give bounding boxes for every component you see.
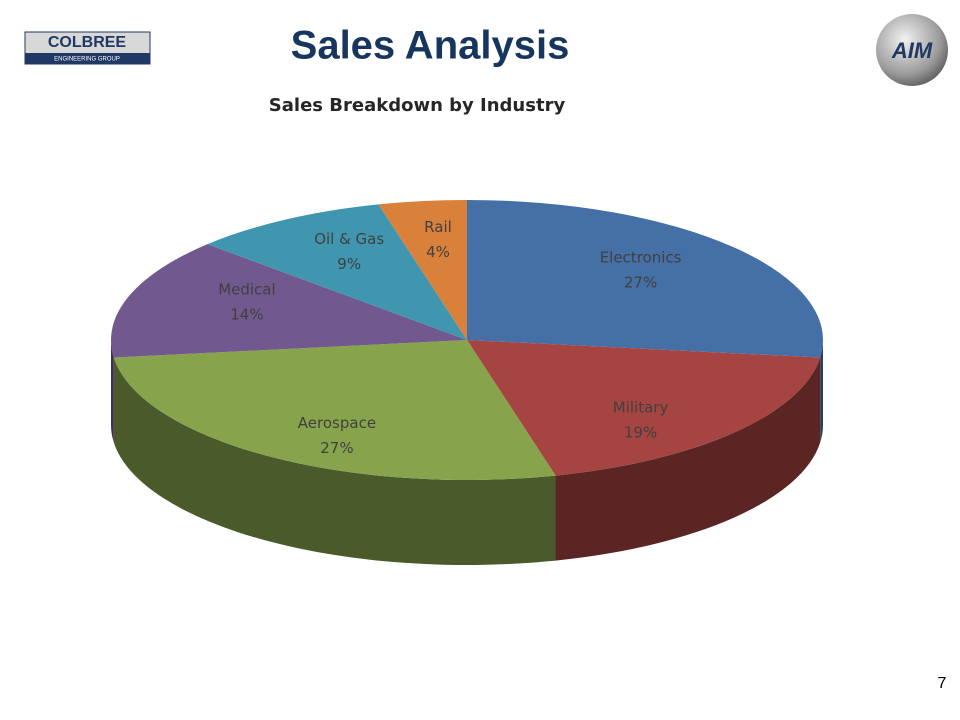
- slice-label: Rail: [424, 218, 452, 236]
- slice: [207, 204, 467, 340]
- slice-label: Electronics: [600, 248, 682, 266]
- slice-side: [113, 357, 556, 565]
- slice-label: Aerospace: [298, 414, 376, 432]
- pie-chart: Electronics 27% Military 19% Aerospace 27% Med…: [110, 200, 823, 565]
- slice-label: Oil & Gas: [314, 230, 384, 248]
- slide-title: Sales Analysis: [291, 24, 570, 68]
- logo-text: COLBREE: [48, 34, 127, 51]
- slice-side: [820, 340, 823, 443]
- logo-band: [25, 53, 150, 64]
- logo-left: COLBREE ENGINEERING GROUP: [24, 31, 151, 65]
- slice-label: Medical: [218, 280, 275, 298]
- logo-right: AIM: [876, 14, 948, 86]
- slice: [110, 244, 467, 358]
- value-label: 14%: [230, 305, 263, 323]
- slice-label: Military: [613, 399, 669, 417]
- logo-subtext: ENGINEERING GROUP: [54, 57, 120, 63]
- value-label: 19%: [624, 424, 657, 442]
- slice: [113, 340, 556, 480]
- slice-side: [555, 357, 821, 561]
- globe: [876, 14, 948, 86]
- value-label: 27%: [320, 439, 353, 457]
- slice: [467, 200, 823, 358]
- chart-title: Sales Breakdown by Industry: [269, 95, 566, 116]
- slice-side: [111, 340, 114, 443]
- slice: [467, 340, 821, 476]
- value-label: 4%: [426, 243, 450, 261]
- logo-right-text: AIM: [891, 38, 933, 63]
- page-number: 7: [938, 675, 947, 692]
- slice: [378, 200, 467, 340]
- value-label: 27%: [624, 273, 657, 291]
- value-label: 9%: [337, 255, 361, 273]
